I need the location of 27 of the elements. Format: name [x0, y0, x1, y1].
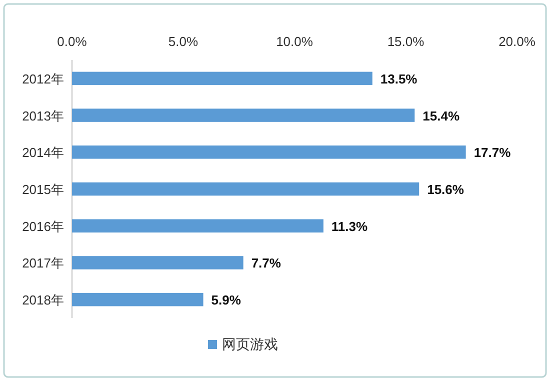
- data-label: 7.7%: [251, 256, 282, 271]
- data-label: 15.4%: [422, 108, 460, 124]
- bar: [72, 182, 420, 196]
- y-tick-label: 2018年: [22, 292, 64, 308]
- x-tick-label: 15.0%: [387, 34, 425, 49]
- x-tick-label: 20.0%: [498, 34, 536, 49]
- data-label: 13.5%: [380, 71, 418, 86]
- y-tick-label: 2013年: [22, 108, 64, 124]
- bar: [72, 146, 466, 159]
- data-label: 5.9%: [211, 292, 242, 308]
- data-label: 17.7%: [474, 145, 512, 160]
- bar: [72, 108, 415, 122]
- y-tick-label: 2012年: [22, 71, 64, 86]
- y-tick-label: 2015年: [22, 182, 64, 197]
- bar: [72, 72, 372, 86]
- x-tick-label: 0.0%: [57, 34, 88, 49]
- data-label: 11.3%: [331, 218, 368, 234]
- bar: [72, 292, 204, 306]
- y-tick-label: 2016年: [22, 218, 64, 234]
- data-label: 15.6%: [427, 182, 464, 197]
- legend-label: 网页游戏: [222, 336, 278, 352]
- x-tick-label: 5.0%: [168, 34, 198, 49]
- y-tick-label: 2014年: [22, 145, 64, 160]
- bar: [72, 219, 324, 232]
- y-tick-label: 2017年: [22, 256, 64, 271]
- x-tick-label: 10.0%: [276, 34, 314, 49]
- bar: [72, 256, 244, 270]
